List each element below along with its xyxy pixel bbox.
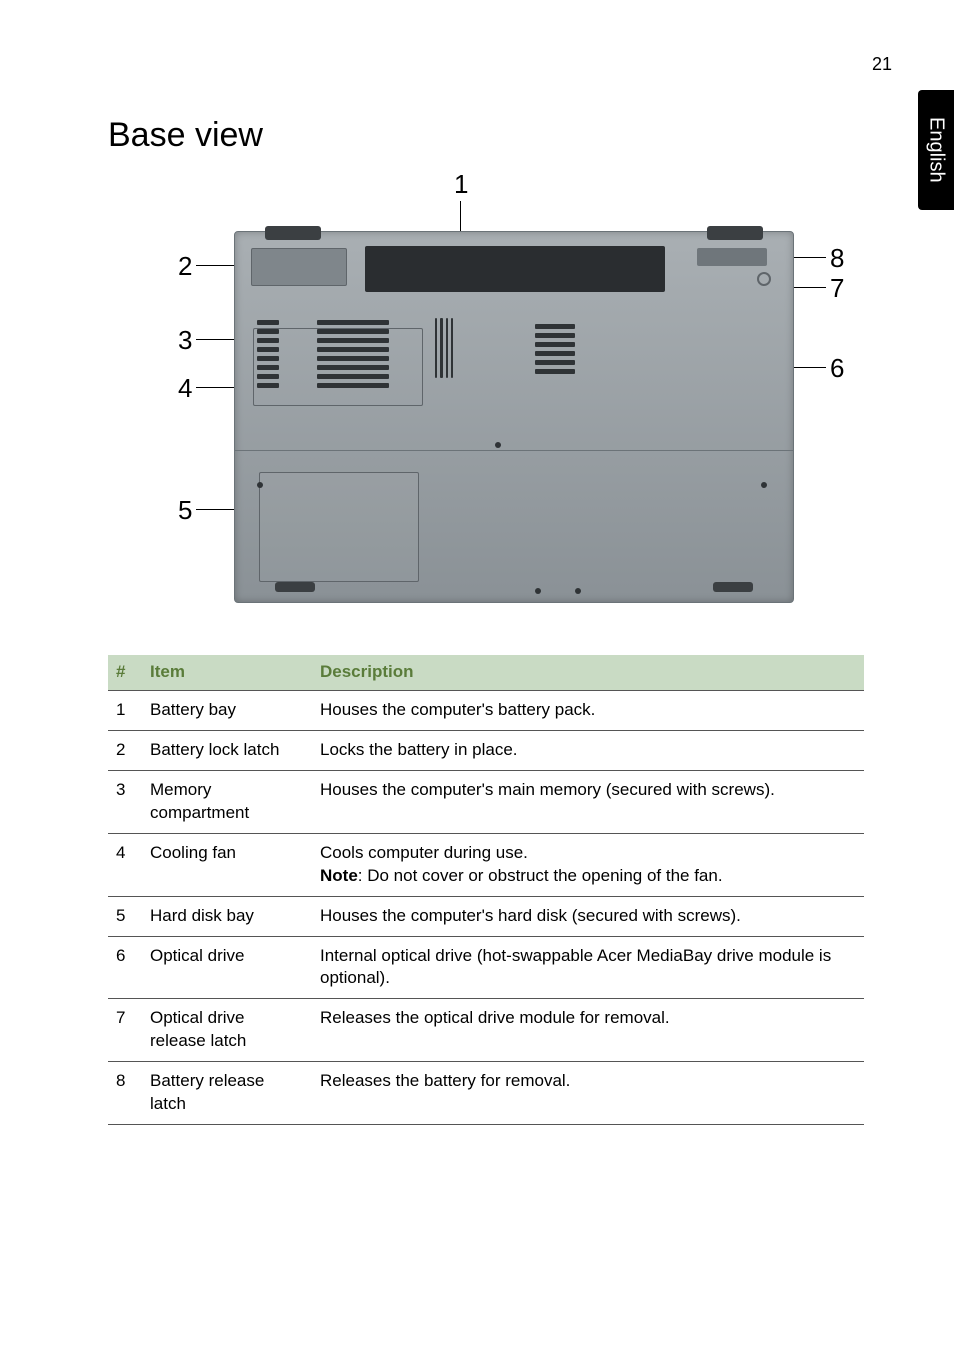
page-number: 21 xyxy=(872,54,892,75)
cell-desc: Houses the computer's battery pack. xyxy=(312,690,864,730)
parts-table: # Item Description 1 Battery bay Houses … xyxy=(108,655,864,1125)
table-row: 7 Optical drive release latch Releases t… xyxy=(108,999,864,1062)
cell-item: Memory compartment xyxy=(142,770,312,833)
cell-item: Hard disk bay xyxy=(142,896,312,936)
table-row: 5 Hard disk bay Houses the computer's ha… xyxy=(108,896,864,936)
cell-desc: Releases the battery for removal. xyxy=(312,1062,864,1125)
note-rest: : Do not cover or obstruct the opening o… xyxy=(358,866,723,885)
callout-6: 6 xyxy=(830,353,844,384)
cell-desc: Cools computer during use. Note: Do not … xyxy=(312,833,864,896)
table-row: 8 Battery release latch Releases the bat… xyxy=(108,1062,864,1125)
table-row: 3 Memory compartment Houses the computer… xyxy=(108,770,864,833)
cell-num: 6 xyxy=(108,936,142,999)
cell-num: 8 xyxy=(108,1062,142,1125)
cell-desc: Locks the battery in place. xyxy=(312,730,864,770)
col-num: # xyxy=(108,655,142,690)
section-title: Base view xyxy=(108,116,864,155)
table-row: 2 Battery lock latch Locks the battery i… xyxy=(108,730,864,770)
table-row: 6 Optical drive Internal optical drive (… xyxy=(108,936,864,999)
cell-num: 7 xyxy=(108,999,142,1062)
cell-num: 4 xyxy=(108,833,142,896)
cell-num: 5 xyxy=(108,896,142,936)
col-item: Item xyxy=(142,655,312,690)
callout-1: 1 xyxy=(454,169,468,200)
base-view-diagram: 1 2 3 4 5 8 7 6 xyxy=(126,175,846,615)
cell-num: 1 xyxy=(108,690,142,730)
col-desc: Description xyxy=(312,655,864,690)
cell-item: Battery lock latch xyxy=(142,730,312,770)
callout-3: 3 xyxy=(178,325,192,356)
cell-item: Battery bay xyxy=(142,690,312,730)
cell-desc: Internal optical drive (hot-swappable Ac… xyxy=(312,936,864,999)
table-row: 4 Cooling fan Cools computer during use.… xyxy=(108,833,864,896)
cell-desc-line1: Cools computer during use. xyxy=(320,843,528,862)
cell-num: 3 xyxy=(108,770,142,833)
cell-item: Optical drive xyxy=(142,936,312,999)
callout-8: 8 xyxy=(830,243,844,274)
cell-num: 2 xyxy=(108,730,142,770)
callout-7: 7 xyxy=(830,273,844,304)
callout-2: 2 xyxy=(178,251,192,282)
cell-item: Cooling fan xyxy=(142,833,312,896)
cell-desc: Houses the computer's main memory (secur… xyxy=(312,770,864,833)
cell-item: Battery release latch xyxy=(142,1062,312,1125)
page-content: Base view 1 2 3 4 5 8 7 6 xyxy=(108,116,864,1125)
table-header-row: # Item Description xyxy=(108,655,864,690)
cell-desc: Houses the computer's hard disk (secured… xyxy=(312,896,864,936)
cell-item: Optical drive release latch xyxy=(142,999,312,1062)
note-label: Note xyxy=(320,866,358,885)
callout-4: 4 xyxy=(178,373,192,404)
language-tab: English xyxy=(918,90,954,210)
callout-5: 5 xyxy=(178,495,192,526)
laptop-base-illustration xyxy=(234,231,794,603)
cell-desc: Releases the optical drive module for re… xyxy=(312,999,864,1062)
table-row: 1 Battery bay Houses the computer's batt… xyxy=(108,690,864,730)
